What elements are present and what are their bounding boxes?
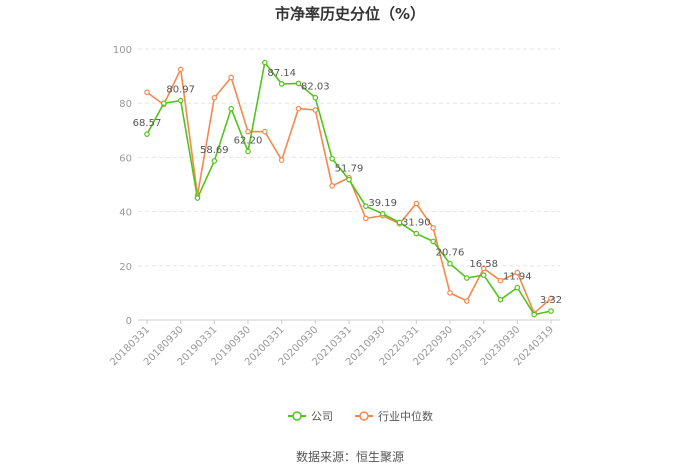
data-label: 31.90 — [402, 218, 431, 229]
data-point — [514, 269, 521, 276]
legend[interactable]: 公司 行业中位数 — [288, 409, 433, 423]
data-point — [363, 203, 369, 209]
data-point — [464, 275, 470, 281]
data-label: 51.79 — [335, 164, 364, 175]
y-tick-label: 0 — [126, 316, 132, 327]
data-label: 16.58 — [469, 259, 498, 270]
y-tick-label: 40 — [119, 208, 132, 219]
data-point — [363, 215, 369, 222]
data-point — [262, 59, 268, 66]
legend-item-1[interactable]: 行业中位数 — [355, 409, 433, 423]
legend-label: 公司 — [311, 410, 333, 423]
data-point — [177, 97, 184, 104]
data-point — [144, 131, 150, 137]
data-point — [480, 272, 487, 278]
data-label: 20.76 — [436, 248, 465, 259]
data-label: 62.20 — [234, 135, 263, 146]
data-point — [531, 311, 537, 318]
data-point — [329, 155, 335, 162]
data-point — [228, 74, 234, 81]
data-point — [245, 128, 251, 135]
data-labels: 68.57 80.97 58.69 62.20 87.14 82.03 51.79 39.19… — [133, 68, 562, 306]
data-point — [278, 157, 285, 163]
chart-title: 市净率历史分位（%） — [275, 5, 425, 23]
data-point — [262, 128, 268, 135]
data-label: 58.69 — [200, 145, 229, 156]
data-label: 82.03 — [301, 82, 330, 93]
data-label: 68.57 — [133, 118, 162, 129]
data-point — [278, 81, 285, 87]
y-tick-label: 100 — [113, 45, 132, 56]
data-label: 39.19 — [368, 198, 397, 209]
data-point — [447, 260, 453, 267]
data-label: 11.94 — [503, 272, 532, 283]
legend-marker — [292, 411, 302, 421]
data-label: 3.32 — [540, 295, 562, 306]
data-point — [228, 105, 234, 112]
data-point — [194, 195, 201, 201]
data-point — [413, 200, 420, 207]
data-point — [497, 296, 504, 303]
data-point — [480, 265, 487, 272]
data-point — [447, 290, 453, 296]
data-point — [144, 89, 150, 96]
data-point — [430, 238, 436, 245]
data-point — [497, 277, 504, 284]
data-label: 87.14 — [267, 68, 296, 79]
data-point — [177, 66, 184, 73]
data-point — [312, 107, 319, 113]
y-tick-label: 80 — [119, 99, 132, 110]
data-point — [413, 230, 420, 237]
data-point — [514, 284, 521, 291]
data-point — [329, 183, 335, 189]
x-axis: 2018033120180930201903312019093020200331… — [108, 319, 560, 368]
data-point — [295, 105, 302, 112]
data-point — [245, 148, 251, 155]
data-point — [379, 210, 386, 217]
data-point — [396, 219, 403, 226]
data-point — [161, 100, 167, 107]
data-label: 80.97 — [166, 85, 195, 96]
series-line-0 — [146, 60, 552, 316]
data-point — [548, 295, 554, 302]
y-tick-label: 60 — [119, 153, 132, 164]
data-point — [548, 308, 554, 314]
data-point — [211, 94, 218, 101]
series-layer — [144, 59, 554, 318]
legend-label: 行业中位数 — [378, 409, 433, 423]
data-point — [312, 94, 319, 101]
data-source: 数据来源：恒生聚源 — [296, 449, 404, 464]
legend-item-0[interactable]: 公司 — [288, 410, 333, 423]
y-tick-label: 20 — [119, 262, 132, 273]
data-point — [211, 158, 218, 164]
data-point — [464, 298, 470, 304]
data-point — [430, 225, 436, 231]
legend-marker — [359, 411, 369, 421]
series-line-1 — [146, 66, 552, 315]
y-axis: 0 20 40 60 80 100 — [113, 45, 132, 327]
grid-lines — [138, 48, 560, 267]
data-point — [295, 80, 302, 87]
data-point — [346, 176, 352, 183]
